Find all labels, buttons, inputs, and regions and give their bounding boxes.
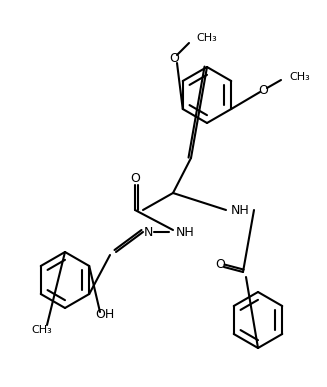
Text: N: N — [143, 226, 153, 238]
Text: CH₃: CH₃ — [32, 325, 52, 335]
Text: OH: OH — [95, 308, 115, 322]
Text: O: O — [169, 51, 179, 65]
Text: CH₃: CH₃ — [196, 33, 217, 43]
Text: O: O — [215, 259, 225, 272]
Text: NH: NH — [176, 226, 194, 238]
Text: CH₃: CH₃ — [289, 72, 310, 82]
Text: O: O — [258, 84, 268, 96]
Text: O: O — [130, 171, 140, 185]
Text: NH: NH — [231, 204, 250, 216]
